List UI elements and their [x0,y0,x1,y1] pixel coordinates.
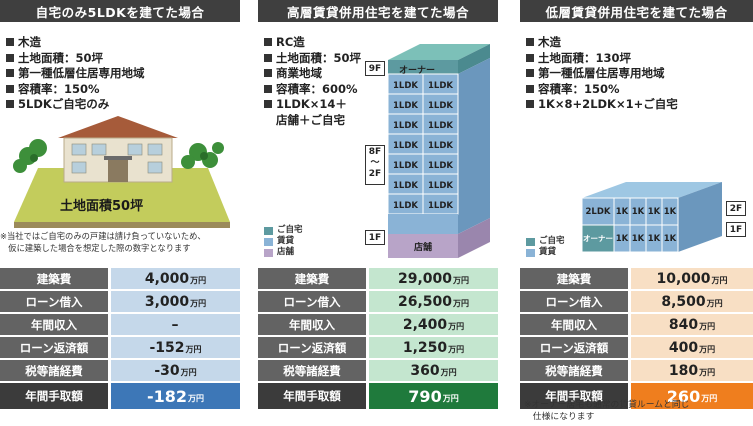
bullet-square-icon [6,100,14,108]
land-area-label: 土地面積50坪 [60,199,144,214]
spec-item: 商業地域 [264,66,361,82]
table-row: ローン借入 8,500 万円 [520,291,753,312]
legend-swatch-icon [264,237,273,246]
table-row: 税等諸経費 -30 万円 [0,360,240,381]
spec-list: 木造 土地面積：50坪 第一種低層住居専用地域 容積率：150% 5LDKご自宅… [6,35,145,113]
legend-swatch-icon [526,248,535,257]
column-lowrise-rental: 低層賃貸併用住宅を建てた場合 木造 土地面積：130坪 第一種低層住居専用地域 … [520,0,753,426]
spec-item: 容積率：600% [264,82,361,98]
legend-item: 賃貸 [526,247,565,258]
table-row: ローン借入 26,500 万円 [258,291,498,312]
spec-item: 第一種低層住居専用地域 [526,66,678,82]
bullet-square-icon [526,53,534,62]
legend-item: ご自宅 [264,225,303,236]
table-row: 年間収入 840 万円 [520,314,753,335]
legend-swatch-icon [526,237,535,246]
lowrise-unit-labels: 2LDK 1K 1K 1K 1K オーナー 1K 1K 1K 1K [583,206,677,244]
column-detached-house: 自宅のみ5LDKを建てた場合 木造 土地面積：50坪 第一種低層住居専用地域 容… [0,0,240,426]
floor-marker-2f: 2F [726,201,746,216]
bullet-square-icon [264,69,272,77]
spec-item: 第一種低層住居専用地域 [6,66,145,82]
bullet-square-icon [526,84,534,93]
bullet-square-icon [526,38,534,46]
bullet-square-icon [264,100,272,108]
legend-item: 賃貸 [264,236,303,247]
spec-item: 1LDK×14＋ 店舗＋ご自宅 [264,97,361,128]
legend-item: ご自宅 [526,236,565,247]
column-title: 自宅のみ5LDKを建てた場合 [0,0,240,22]
table-row: 年間収入 – [0,314,240,335]
legend-swatch-icon [264,248,273,257]
table-row: ローン返済額 -152 万円 [0,337,240,358]
legend: ご自宅 賃貸 [526,236,565,258]
bullet-square-icon [264,38,272,46]
bullet-square-icon [6,53,14,62]
highrise-building-illustration [388,44,490,258]
table-total-row: 年間手取額 790 万円 [258,383,498,409]
spec-item: 土地面積：50坪 [264,51,361,67]
floor-marker-1f: 1F [726,222,746,237]
table-row: ローン返済額 1,250 万円 [258,337,498,358]
table-total-row: 年間手取額 260 万円 [520,383,753,409]
house-on-land-illustration [13,116,230,228]
legend: ご自宅 賃貸 店舗 [264,225,303,258]
legend-item: 店舗 [264,247,303,258]
table-row: ローン返済額 400 万円 [520,337,753,358]
bullet-square-icon [6,84,14,93]
column-highrise-rental: 高層賃貸併用住宅を建てた場合 RC造 土地面積：50坪 商業地域 容積率：600… [258,0,498,426]
bullet-square-icon [6,38,14,46]
legend-swatch-icon [264,226,273,235]
table-row: 建築費 29,000 万円 [258,268,498,289]
tower-unit-labels: 1LDK 1LDK 1LDK 1LDK 1LDK 1LDK 1LDK 1LDK 1LDK… [393,81,453,211]
footnote: ※当社ではご自宅のみの戸建は請け負っていないため、 仮に建築した場合を想定した際… [0,231,206,253]
cost-table: 建築費 29,000 万円 ローン借入 26,500 万円 年間収入 2,400 万円 ロー… [258,268,498,411]
spec-item: 木造 [6,35,145,51]
spec-item: RC造 [264,35,361,51]
floor-marker-1f: 1F [365,230,385,245]
table-row: 年間収入 2,400 万円 [258,314,498,335]
footnote: ※オーナー居宅も通常の賃貸ルームと同じ 仕様になります [524,400,690,422]
bullet-square-icon [526,100,534,108]
spec-item: 5LDKご自宅のみ [6,97,145,113]
spec-list: RC造 土地面積：50坪 商業地域 容積率：600% 1LDK×14＋ 店舗＋ご… [264,35,361,128]
floor-marker-9f: 9F [365,61,385,76]
bullet-square-icon [526,69,534,77]
spec-item: 容積率：150% [6,82,145,98]
table-total-row: 年間手取額 -182 万円 [0,383,240,409]
floor-marker-8f-2f: 8F 〜 2F [365,145,385,185]
table-row: 建築費 4,000 万円 [0,268,240,289]
bullet-square-icon [264,84,272,93]
spec-item: 木造 [526,35,678,51]
spec-item: 1K×8+2LDK×1+ご自宅 [526,97,678,113]
table-row: 建築費 10,000 万円 [520,268,753,289]
spec-item: 容積率：150% [526,82,678,98]
column-title: 低層賃貸併用住宅を建てた場合 [520,0,753,22]
spec-list: 木造 土地面積：130坪 第一種低層住居専用地域 容積率：150% 1K×8+2… [526,35,678,113]
cost-table: 建築費 10,000 万円 ローン借入 8,500 万円 年間収入 840 万円 ローン返済… [520,268,753,411]
owner-floor-label: オーナー [399,66,436,76]
cost-table: 建築費 4,000 万円 ローン借入 3,000 万円 年間収入 – ローン返済額 -152… [0,268,240,411]
shop-floor-label: 店舗 [413,243,432,253]
column-title: 高層賃貸併用住宅を建てた場合 [258,0,498,22]
bullet-square-icon [6,69,14,77]
spec-item: 土地面積：50坪 [6,51,145,67]
lowrise-building-illustration [582,182,722,252]
bullet-square-icon [264,53,272,62]
table-row: ローン借入 3,000 万円 [0,291,240,312]
spec-item: 土地面積：130坪 [526,51,678,67]
table-row: 税等諸経費 360 万円 [258,360,498,381]
table-row: 税等諸経費 180 万円 [520,360,753,381]
